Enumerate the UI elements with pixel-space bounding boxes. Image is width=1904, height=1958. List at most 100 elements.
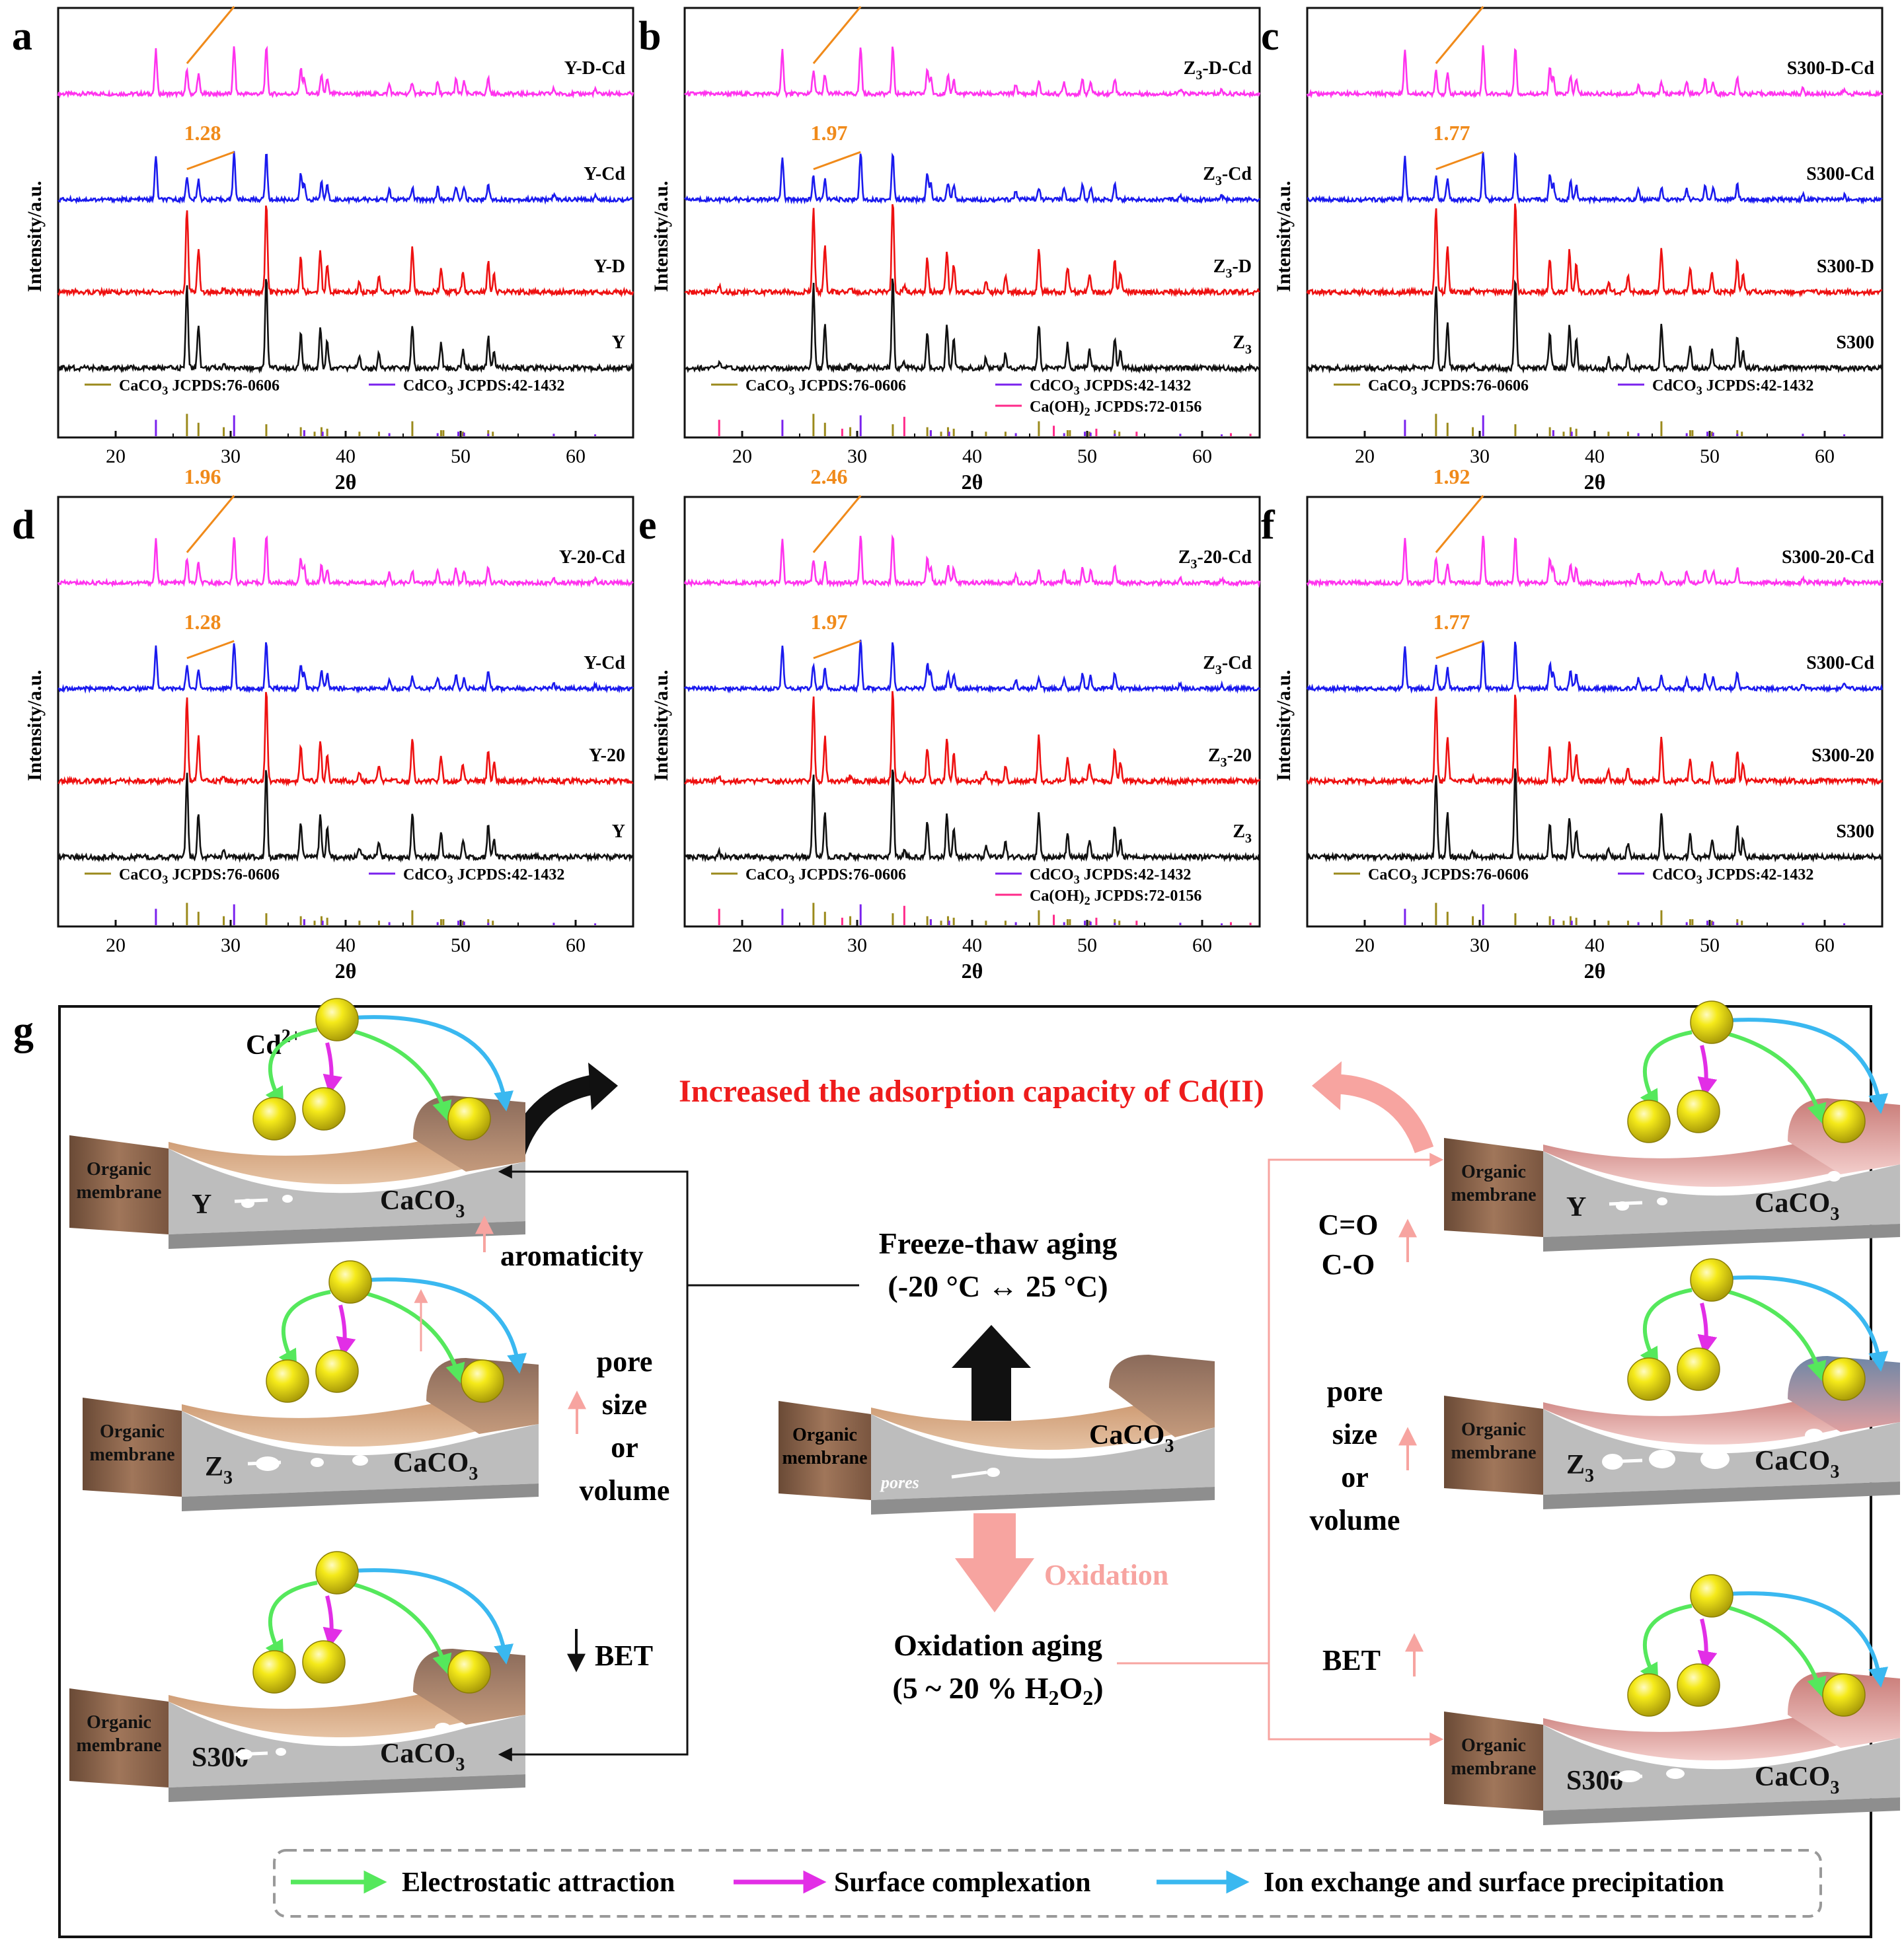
cd-ion-adsorbed-2: [1677, 1090, 1720, 1133]
x-axis-label-a: 2θ: [335, 470, 357, 494]
pore-3: [1805, 1429, 1823, 1442]
pore-1: [1666, 1768, 1685, 1779]
legend-ion-exchange-label: Ion exchange and surface precipitation: [1264, 1867, 1724, 1898]
xrd-trace-b-0: [684, 46, 1261, 99]
biochar-body-front: [169, 1702, 525, 1788]
biochar-scene-right-z3: Organic membrane Z3 CaCO3: [1444, 1258, 1900, 1509]
pore-label-left-2: size: [602, 1388, 647, 1421]
biochar-back-wall: [1109, 1355, 1215, 1437]
ratio-line-a-1: [186, 151, 235, 170]
trace-label-a-3: Y: [612, 332, 625, 353]
trace-label-b-0: Z3-D-Cd: [1184, 58, 1252, 83]
panel-label-a: a: [12, 14, 32, 59]
cd-ion-adsorbed-2: [315, 1349, 359, 1393]
xrd-panel-c: c Intensity/a.u. 20 30 40 50 60 2θ S300-D-Cd S300…: [1261, 6, 1884, 494]
caco3-label: CaCO3: [380, 1739, 465, 1775]
mechanism-panel: g Increased the adsorption capacity of C…: [13, 998, 1900, 1938]
trace-label-c-1: S300-Cd: [1806, 164, 1874, 184]
ratio-label-e-1: 1.97: [811, 610, 848, 634]
cd-ion-adsorbed-3: [447, 1650, 491, 1694]
x-tick-label-50: 50: [451, 934, 471, 956]
x-tick-label-50: 50: [1077, 445, 1097, 467]
complexation-arrow: [1697, 1618, 1718, 1671]
ratio-label-c-1: 1.77: [1433, 121, 1470, 145]
trace-label-f-3: S300: [1836, 821, 1874, 842]
x-axis-label-b: 2θ: [962, 470, 983, 494]
biochar-top-surface: [1543, 1389, 1847, 1445]
co-label-2: C-O: [1322, 1248, 1375, 1281]
trace-label-a-0: Y-D-Cd: [564, 58, 626, 79]
cd-ion-adsorbed-3: [1822, 1673, 1866, 1717]
trace-label-a-2: Y-D: [594, 256, 625, 277]
pore-2: [1827, 1171, 1841, 1182]
legend-caoh2-label-e: Ca(OH)2 JCPDS:72-0156: [1030, 887, 1201, 907]
pore-channel-1: [1609, 1201, 1643, 1206]
electrostatic-arrow-2: [346, 1581, 452, 1675]
xrd-trace-e-2: [684, 691, 1261, 787]
legend-cdco3-label-f: CdCO3 JCPDS:42-1432: [1652, 866, 1813, 886]
increase-arrow-left-head: [588, 1063, 618, 1110]
plot-frame-a: [57, 7, 634, 439]
sample-label: S300: [1566, 1766, 1623, 1796]
biochar-body-bottom: [1543, 1797, 1900, 1825]
panel-label-e: e: [638, 503, 657, 548]
x-tick-label-60: 60: [1192, 934, 1212, 956]
organic-membrane-label-2: membrane: [76, 1182, 161, 1203]
organic-membrane-block: [1444, 1396, 1543, 1495]
legend-caco3-label-b: CaCO3 JCPDS:76-0606: [745, 377, 906, 397]
cd-ion-adsorbed-2: [302, 1640, 346, 1684]
biochar-body-bottom: [1543, 1224, 1900, 1252]
complexation-arrow: [323, 1595, 343, 1648]
trace-label-f-1: S300-Cd: [1806, 653, 1874, 673]
trace-label-d-0: Y-20-Cd: [559, 547, 626, 568]
cd-ion-adsorbed-3: [447, 1097, 491, 1141]
pore-1: [1657, 1197, 1667, 1205]
biochar-body-bottom: [169, 1221, 525, 1249]
legend-cdco3-label-a: CdCO3 JCPDS:42-1432: [403, 377, 564, 397]
pore-1: [311, 1458, 324, 1467]
legend-cdco3-label-b: CdCO3 JCPDS:42-1432: [1030, 377, 1191, 397]
biochar-top-surface: [169, 1129, 473, 1184]
organic-membrane-block: [69, 1688, 169, 1788]
biochar-body-front: [1543, 1409, 1900, 1495]
pore-channel-1: [234, 1198, 268, 1203]
pore-label-right-3: or: [1341, 1461, 1369, 1493]
organic-membrane-label-2: membrane: [76, 1735, 161, 1756]
oxidation-down-arrow-body: [973, 1513, 1016, 1560]
x-tick-label-20: 20: [106, 445, 126, 467]
legend-caco3-label-a: CaCO3 JCPDS:76-0606: [119, 377, 280, 397]
freeze-thaw-range: (-20 °C ↔ 25 °C): [888, 1269, 1108, 1303]
x-tick-label-30: 30: [847, 445, 867, 467]
organic-membrane-label-1: Organic: [87, 1159, 151, 1180]
pore-channel-1: [234, 1751, 268, 1756]
complexation-arrow: [336, 1304, 356, 1357]
panel-label-g: g: [13, 1008, 34, 1053]
xrd-panel-e: e Intensity/a.u. 20 30 40 50 60 2θ Z3-20-Cd Z3-Cd…: [638, 465, 1261, 983]
panel-label-b: b: [638, 14, 661, 59]
legend-cdco3-label-c: CdCO3 JCPDS:42-1432: [1652, 377, 1813, 397]
xrd-trace-f-2: [1306, 695, 1884, 787]
cd-ion-adsorbed-2: [1677, 1663, 1720, 1707]
aromaticity-label: aromaticity: [500, 1240, 644, 1272]
x-tick-label-60: 60: [1815, 445, 1835, 467]
electrostatic-arrow: [1640, 1604, 1693, 1684]
ratio-line-b-0: [812, 6, 862, 64]
x-tick-label-40: 40: [1585, 934, 1605, 956]
electrostatic-arrow-2: [346, 1028, 452, 1121]
sample-label: Z3: [1566, 1450, 1594, 1486]
bet-label-right: BET: [1322, 1644, 1381, 1676]
xrd-trace-a-1: [57, 151, 634, 205]
trace-label-e-3: Z3: [1233, 821, 1252, 846]
organic-membrane-block: [1444, 1712, 1543, 1811]
freeze-thaw-title: Freeze-thaw aging: [879, 1226, 1118, 1260]
biochar-body-front: [1543, 1151, 1900, 1237]
x-axis-label-d: 2θ: [335, 959, 357, 983]
panel-label-c: c: [1261, 14, 1279, 59]
x-axis-label-f: 2θ: [1584, 959, 1606, 983]
increase-arrow-right-shaft: [1328, 1074, 1434, 1154]
mechanism-title: Increased the adsorption capacity of Cd(…: [679, 1074, 1264, 1109]
cd-ion-source: [315, 1551, 359, 1595]
xrd-trace-a-2: [57, 205, 634, 298]
x-tick-label-30: 30: [1470, 934, 1490, 956]
trace-label-f-2: S300-20: [1811, 745, 1874, 766]
